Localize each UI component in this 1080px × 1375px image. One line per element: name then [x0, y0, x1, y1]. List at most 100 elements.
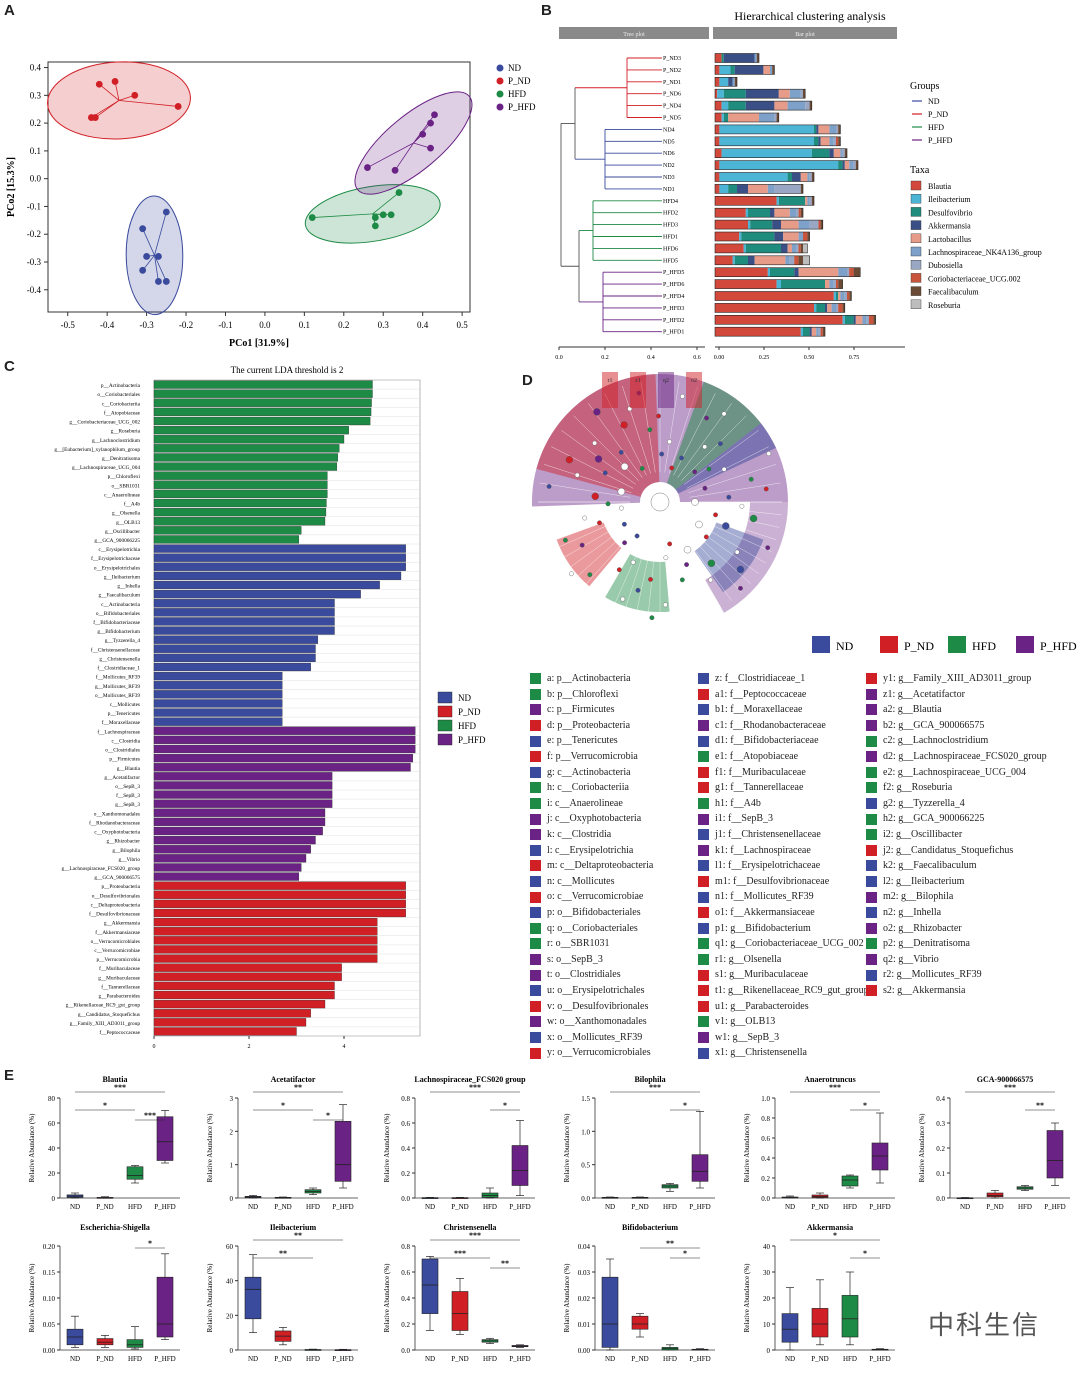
x-tick-label: P_ND: [96, 1203, 114, 1211]
bar-segment-Faecalibaculum: [855, 160, 858, 170]
lda-bar-ND: [153, 580, 380, 590]
y-tick-label: 0.4: [936, 1095, 945, 1103]
point-ND: [155, 278, 162, 285]
y-axis-label: Relative Abundance (%): [383, 1113, 391, 1182]
boxplot-title: Bifidobacterium: [622, 1223, 678, 1232]
clade-node: [647, 427, 653, 433]
bar-segment-Lachnospiraceae_NK4A136_group: [792, 243, 797, 253]
bar-segment-Dubosiella: [796, 208, 799, 218]
lda-bar-HFD: [153, 444, 340, 453]
lda-bar-P_ND: [153, 936, 378, 945]
clade-legend-label-P_HFD: P_HFD: [1040, 639, 1077, 653]
sample-label: ND2: [663, 163, 675, 169]
x-tick-label: 0.3: [378, 320, 390, 330]
x-tick-label: P_ND: [986, 1203, 1004, 1211]
bar-segment-Lactobacillus: [800, 172, 808, 182]
clade-node: [662, 602, 668, 608]
sig-label: *: [683, 1249, 687, 1258]
lefse-legend-swatch: [698, 922, 709, 934]
taxa-swatch-Desulfovibrio: [910, 207, 922, 217]
box-P_HFD: [156, 1116, 174, 1161]
clade-ray: [548, 513, 633, 552]
lefse-legend-swatch: [866, 938, 877, 950]
clade-node: [591, 492, 599, 501]
bar-segment-Roseburia: [803, 255, 810, 265]
lefse-legend-label: j: c__Oxyphotobacteria: [547, 813, 642, 825]
y-tick-label: 0.0: [401, 1195, 410, 1203]
bar-segment-Blautia: [715, 184, 720, 194]
point-HFD: [308, 214, 316, 221]
clade-ray: [671, 529, 710, 614]
bar-outline: [714, 53, 760, 63]
taxa-legend-label-Lachnospiraceae_NK4A136_group: Lachnospiraceae_NK4A136_group: [928, 248, 1042, 257]
bar-segment-Faecalibaculum: [772, 65, 775, 75]
bar-segment-Ileibacterium: [721, 113, 724, 122]
lda-bar-HFD: [153, 380, 373, 389]
clade-ray: [543, 511, 632, 540]
taxa-swatch-Blautia: [910, 180, 922, 191]
lefse-legend-label: l1: f__Erysipelotrichaceae: [715, 860, 821, 872]
box-HFD: [841, 1175, 859, 1187]
group-legend-label-ND: ND: [928, 97, 940, 106]
lefse-legend-swatch: [866, 673, 877, 685]
lefse-legend-swatch: [698, 891, 709, 903]
bar-segment-Blautia: [715, 172, 720, 182]
clade-ray: [561, 519, 636, 574]
lefse-legend-item: o2: g__Rhizobacter: [866, 922, 962, 935]
lefse-legend-swatch: [866, 688, 877, 700]
lda-bar-HFD: [153, 480, 328, 489]
x-tick-label: P_ND: [451, 1355, 469, 1363]
x-tick-label: ND: [425, 1355, 435, 1363]
lefse-legend-item: r: o__SBR1031: [530, 937, 610, 950]
lefse-legend-label: m: c__Deltaproteobacteria: [547, 860, 654, 872]
lefse-legend-swatch: [530, 1000, 541, 1012]
bar-segment-Lactobacillus: [783, 232, 799, 241]
bar-outline: [714, 65, 775, 75]
lefse-legend-item: u1: g__Parabacteroides: [698, 1000, 809, 1013]
bar-segment-Ileibacterium: [767, 267, 770, 277]
bar-segment-Lactobacillus: [827, 303, 832, 313]
lefse-legend-swatch: [698, 782, 709, 794]
tree-tick-label: 0.0: [555, 355, 563, 361]
lefse-legend-item: f2: g__Roseburia: [866, 781, 952, 794]
lda-feature-label: f__Lachnospiraceae: [97, 728, 140, 735]
bar-segment-Lactobacillus: [818, 124, 830, 134]
bar-segment-Dubosiella: [836, 124, 839, 134]
lefse-legend-item: a: p__Actinobacteria: [530, 672, 631, 685]
lefse-legend-swatch: [530, 938, 541, 950]
lda-bar-P_ND: [153, 981, 335, 990]
clade-ray: [573, 415, 639, 481]
lefse-legend-label: h1: f__A4b: [715, 797, 761, 809]
bar-segment-Lachnospiraceae_NK4A136_group: [807, 196, 810, 206]
lda-feature-label: g__GCA_900066575: [94, 875, 140, 881]
lda-bar-P_HFD: [153, 781, 333, 790]
lefse-legend-label: f1: f__Muribaculaceae: [715, 766, 806, 778]
bar-segment-Lactobacillus: [805, 196, 808, 206]
lda-feature-label: f__Mollicutes_RF39: [96, 674, 140, 681]
lefse-legend-label: k2: g__Faecalibaculum: [883, 860, 977, 872]
lda-bar-P_ND: [153, 972, 342, 981]
y-tick-label: 0.2: [401, 1321, 410, 1329]
clade-node: [765, 545, 771, 551]
lefse-legend-item: t: o__Clostridiales: [530, 968, 621, 981]
bar-outline: [714, 255, 810, 266]
box-P_HFD: [1046, 1130, 1064, 1179]
box-P_HFD: [511, 1145, 529, 1186]
bar-segment-Lachnospiraceae_NK4A136_group: [807, 172, 810, 182]
clade-node: [713, 512, 718, 518]
y-tick-label: 20: [48, 1170, 56, 1178]
group-legend-label-HFD: HFD: [928, 123, 944, 132]
lefse-legend-swatch: [866, 782, 877, 794]
lda-bar-P_HFD: [153, 735, 416, 744]
lefse-legend-swatch: [698, 876, 709, 887]
sig-label: **: [501, 1259, 509, 1268]
lda-feature-label: f__A4b: [124, 501, 141, 508]
y-tick-label: 40: [48, 1145, 56, 1153]
bar-segment-Blautia: [715, 291, 834, 301]
clustering-plot: Hierarchical clustering analysis Tree plo…: [555, 9, 1042, 361]
legend-dot-P_HFD: [496, 103, 504, 111]
bar-segment-Desulfovibrio: [814, 124, 817, 134]
lefse-legend-item: o: c__Verrucomicrobiae: [530, 890, 643, 903]
lefse-legend-swatch: [698, 798, 709, 809]
bar-outline: [714, 148, 848, 158]
